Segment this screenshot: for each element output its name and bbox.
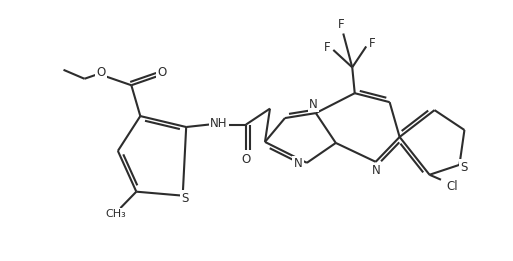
Text: Cl: Cl bbox=[447, 180, 458, 193]
Text: S: S bbox=[461, 161, 468, 174]
Text: NH: NH bbox=[210, 117, 228, 130]
Text: F: F bbox=[369, 38, 376, 50]
Text: N: N bbox=[372, 164, 381, 177]
Text: O: O bbox=[242, 153, 251, 166]
Text: N: N bbox=[309, 98, 318, 111]
Text: O: O bbox=[97, 66, 106, 79]
Text: CH₃: CH₃ bbox=[105, 209, 126, 219]
Text: O: O bbox=[157, 66, 167, 79]
Text: S: S bbox=[182, 192, 189, 205]
Text: F: F bbox=[324, 41, 330, 54]
Text: F: F bbox=[338, 18, 344, 31]
Text: N: N bbox=[293, 157, 302, 170]
